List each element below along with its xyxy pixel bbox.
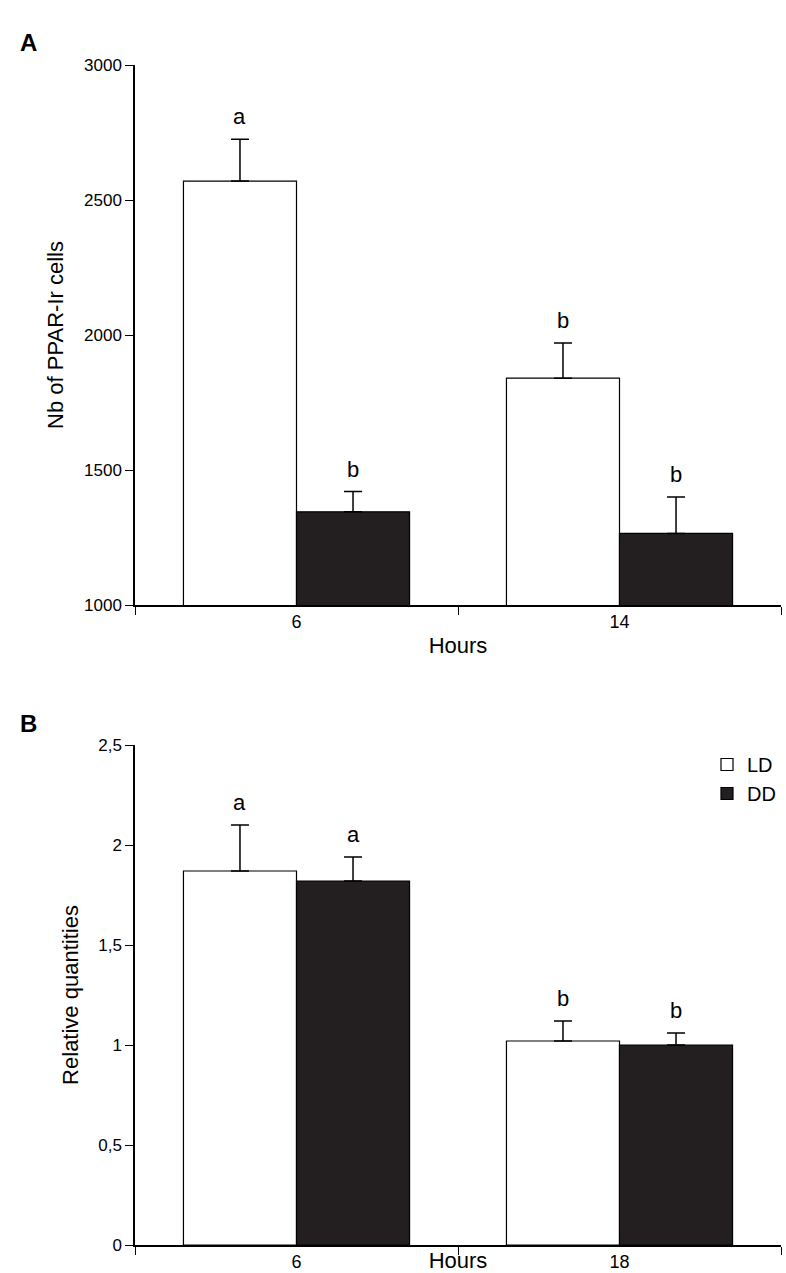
svg-text:3000: 3000	[84, 56, 122, 75]
svg-text:a: a	[233, 790, 246, 815]
svg-text:2: 2	[112, 836, 121, 855]
svg-text:1000: 1000	[84, 596, 122, 615]
svg-text:1: 1	[112, 1036, 121, 1055]
svg-text:Hours: Hours	[429, 1248, 488, 1273]
svg-text:2500: 2500	[84, 191, 122, 210]
svg-text:b: b	[670, 462, 682, 487]
svg-text:6: 6	[291, 612, 301, 632]
svg-text:A: A	[20, 29, 37, 56]
svg-text:b: b	[557, 308, 569, 333]
svg-text:DD: DD	[747, 783, 776, 805]
svg-text:B: B	[20, 710, 37, 737]
svg-text:Relative quantities: Relative quantities	[58, 905, 83, 1085]
svg-text:Hours: Hours	[429, 633, 488, 658]
svg-text:Nb of PPAR-Ir cells: Nb of PPAR-Ir cells	[43, 241, 68, 429]
svg-text:b: b	[347, 457, 359, 482]
svg-text:14: 14	[609, 612, 629, 632]
svg-text:a: a	[233, 104, 246, 129]
svg-text:0: 0	[112, 1236, 121, 1255]
svg-text:LD: LD	[747, 754, 773, 776]
svg-text:1500: 1500	[84, 461, 122, 480]
svg-text:2000: 2000	[84, 326, 122, 345]
svg-text:a: a	[347, 822, 360, 847]
svg-text:2,5: 2,5	[98, 736, 122, 755]
svg-text:18: 18	[609, 1252, 629, 1272]
svg-text:1,5: 1,5	[98, 936, 122, 955]
svg-text:b: b	[670, 998, 682, 1023]
svg-text:0,5: 0,5	[98, 1136, 122, 1155]
svg-text:b: b	[557, 986, 569, 1011]
svg-text:6: 6	[291, 1252, 301, 1272]
